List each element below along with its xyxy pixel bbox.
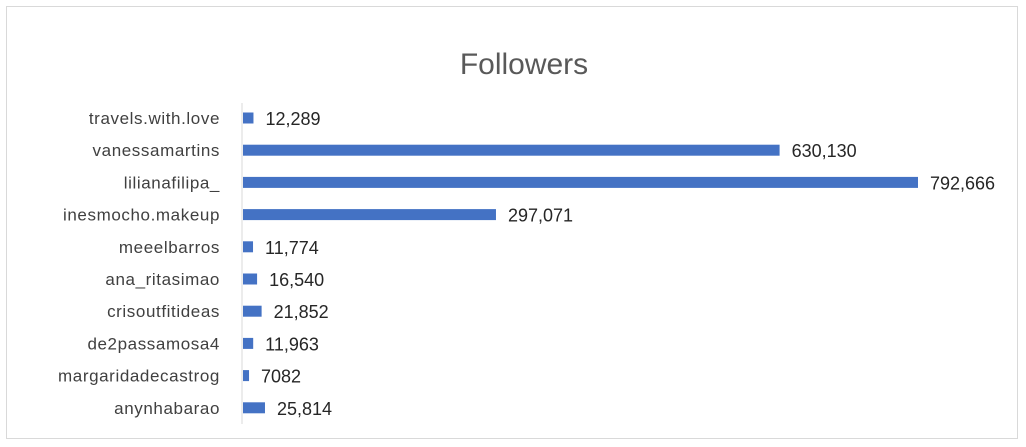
- category-label-3: inesmocho.makeup: [63, 206, 220, 225]
- category-label-2: lilianafilipa_: [124, 173, 220, 192]
- category-label-7: de2passamosa4: [87, 334, 220, 353]
- bar-5: [243, 273, 258, 285]
- value-labels-group: 12,289 630,130 792,666 297,071 11,774 16,540 2…: [261, 109, 995, 419]
- bar-2: [243, 176, 918, 188]
- category-labels-group: travels.with.love vanessamartins lilianafi…: [58, 109, 220, 418]
- value-label-2: 792,666: [930, 173, 995, 193]
- value-label-3: 297,071: [508, 206, 573, 226]
- chart-frame: [6, 6, 1018, 439]
- value-label-7: 11,963: [265, 334, 319, 354]
- value-label-9: 25,814: [277, 399, 332, 419]
- bar-6: [243, 305, 262, 317]
- value-label-5: 16,540: [269, 270, 324, 290]
- bar-3: [243, 209, 496, 221]
- bar-1: [243, 144, 780, 156]
- bar-7: [243, 337, 254, 349]
- category-label-1: vanessamartins: [93, 141, 220, 160]
- bar-8: [243, 370, 250, 382]
- category-label-4: meeelbarros: [119, 238, 220, 257]
- value-label-0: 12,289: [265, 109, 320, 129]
- value-label-1: 630,130: [792, 141, 857, 161]
- category-label-9: anynhabarao: [114, 399, 220, 418]
- chart-title: Followers: [460, 48, 588, 81]
- category-label-0: travels.with.love: [89, 109, 220, 128]
- bar-4: [243, 241, 254, 253]
- category-label-5: ana_ritasimao: [105, 270, 220, 289]
- value-label-4: 11,774: [265, 238, 319, 258]
- value-label-6: 21,852: [274, 302, 329, 322]
- bar-9: [243, 402, 265, 414]
- bars-group: [243, 112, 918, 414]
- bar-0: [243, 112, 254, 124]
- category-label-8: margaridadecastrog: [58, 367, 220, 386]
- value-label-8: 7082: [261, 367, 301, 387]
- category-label-6: crisoutfitideas: [107, 302, 220, 321]
